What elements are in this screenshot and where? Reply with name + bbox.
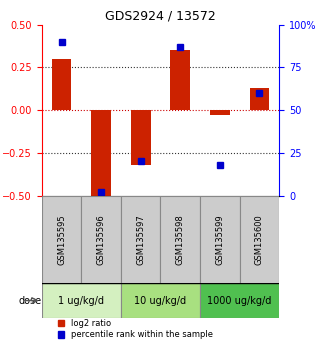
FancyBboxPatch shape xyxy=(81,196,121,284)
Legend: log2 ratio, percentile rank within the sample: log2 ratio, percentile rank within the s… xyxy=(58,319,213,339)
Bar xyxy=(170,50,190,110)
Bar xyxy=(52,59,71,110)
Text: GSM135598: GSM135598 xyxy=(176,214,185,265)
Text: GSM135596: GSM135596 xyxy=(97,214,106,265)
FancyBboxPatch shape xyxy=(121,284,200,318)
Text: 1000 ug/kg/d: 1000 ug/kg/d xyxy=(207,296,272,306)
FancyBboxPatch shape xyxy=(42,196,81,284)
Text: 10 ug/kg/d: 10 ug/kg/d xyxy=(134,296,187,306)
Title: GDS2924 / 13572: GDS2924 / 13572 xyxy=(105,9,216,22)
Text: GSM135595: GSM135595 xyxy=(57,214,66,265)
Bar xyxy=(91,110,111,196)
Text: GSM135597: GSM135597 xyxy=(136,214,145,265)
FancyBboxPatch shape xyxy=(42,284,121,318)
Text: 1 ug/kg/d: 1 ug/kg/d xyxy=(58,296,104,306)
FancyBboxPatch shape xyxy=(200,284,279,318)
Bar xyxy=(131,110,151,165)
Text: dose: dose xyxy=(19,296,42,306)
Text: GSM135600: GSM135600 xyxy=(255,214,264,265)
FancyBboxPatch shape xyxy=(240,196,279,284)
Text: GSM135599: GSM135599 xyxy=(215,214,224,265)
FancyBboxPatch shape xyxy=(121,196,160,284)
Bar xyxy=(249,88,269,110)
FancyBboxPatch shape xyxy=(160,196,200,284)
FancyBboxPatch shape xyxy=(200,196,240,284)
Bar xyxy=(210,110,230,115)
